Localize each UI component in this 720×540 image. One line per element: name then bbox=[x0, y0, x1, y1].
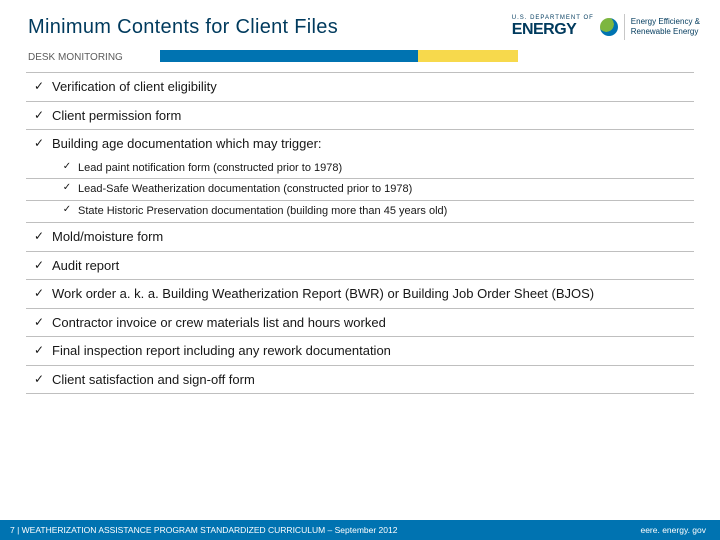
item-text: Mold/moisture form bbox=[52, 228, 163, 246]
logo-sub-line2: Renewable Energy bbox=[631, 27, 700, 37]
item-text: Work order a. k. a. Building Weatherizat… bbox=[52, 285, 594, 303]
check-icon: ✓ bbox=[26, 257, 52, 274]
sub-list-item: ✓ State Historic Preservation documentat… bbox=[26, 201, 694, 223]
subsection-label: DESK MONITORING bbox=[0, 48, 160, 63]
check-icon: ✓ bbox=[56, 182, 78, 193]
logo-energy-text: ENERGY bbox=[512, 21, 594, 39]
checklist: ✓ Verification of client eligibility ✓ C… bbox=[0, 62, 720, 394]
logo-divider bbox=[624, 14, 625, 40]
list-item: ✓ Client permission form bbox=[26, 102, 694, 131]
item-text: Client permission form bbox=[52, 107, 181, 125]
check-icon: ✓ bbox=[56, 204, 78, 215]
list-item: ✓ Work order a. k. a. Building Weatheriz… bbox=[26, 280, 694, 309]
sub-item-text: Lead paint notification form (constructe… bbox=[78, 161, 342, 176]
logo-right: Energy Efficiency & Renewable Energy bbox=[631, 17, 700, 36]
slide-title: Minimum Contents for Client Files bbox=[28, 16, 512, 39]
item-text: Building age documentation which may tri… bbox=[52, 135, 322, 153]
list-item: ✓ Audit report bbox=[26, 252, 694, 281]
check-icon: ✓ bbox=[26, 342, 52, 359]
sub-item-text: Lead-Safe Weatherization documentation (… bbox=[78, 182, 412, 197]
sub-list-item: ✓ Lead-Safe Weatherization documentation… bbox=[26, 179, 694, 201]
check-icon: ✓ bbox=[26, 107, 52, 124]
item-text: Contractor invoice or crew materials lis… bbox=[52, 314, 386, 332]
stripe-yellow bbox=[418, 50, 519, 62]
sub-item-text: State Historic Preservation documentatio… bbox=[78, 204, 447, 219]
item-text: Audit report bbox=[52, 257, 119, 275]
list-item: ✓ Contractor invoice or crew materials l… bbox=[26, 309, 694, 338]
logo-sun-icon bbox=[600, 18, 618, 36]
list-item: ✓ Mold/moisture form bbox=[26, 223, 694, 252]
item-text: Final inspection report including any re… bbox=[52, 342, 391, 360]
slide-header: Minimum Contents for Client Files U.S. D… bbox=[0, 0, 720, 50]
footer-right-text: eere. energy. gov bbox=[640, 525, 706, 535]
check-icon: ✓ bbox=[26, 228, 52, 245]
doe-logo: U.S. DEPARTMENT OF ENERGY Energy Efficie… bbox=[512, 14, 700, 40]
check-icon: ✓ bbox=[26, 314, 52, 331]
list-item: ✓ Final inspection report including any … bbox=[26, 337, 694, 366]
sub-list-item: ✓ Lead paint notification form (construc… bbox=[26, 158, 694, 180]
logo-sub-line1: Energy Efficiency & bbox=[631, 17, 700, 27]
check-icon: ✓ bbox=[56, 161, 78, 172]
item-text: Client satisfaction and sign-off form bbox=[52, 371, 255, 389]
logo-left: U.S. DEPARTMENT OF ENERGY bbox=[512, 15, 594, 39]
footer-left-text: 7 | WEATHERIZATION ASSISTANCE PROGRAM ST… bbox=[10, 525, 397, 535]
check-icon: ✓ bbox=[26, 285, 52, 302]
check-icon: ✓ bbox=[26, 371, 52, 388]
check-icon: ✓ bbox=[26, 135, 52, 152]
stripe-row: DESK MONITORING bbox=[0, 50, 720, 62]
check-icon: ✓ bbox=[26, 78, 52, 95]
list-item: ✓ Building age documentation which may t… bbox=[26, 130, 694, 158]
slide-footer: 7 | WEATHERIZATION ASSISTANCE PROGRAM ST… bbox=[0, 520, 720, 540]
item-text: Verification of client eligibility bbox=[52, 78, 217, 96]
list-item: ✓ Client satisfaction and sign-off form bbox=[26, 366, 694, 395]
list-item: ✓ Verification of client eligibility bbox=[26, 72, 694, 102]
